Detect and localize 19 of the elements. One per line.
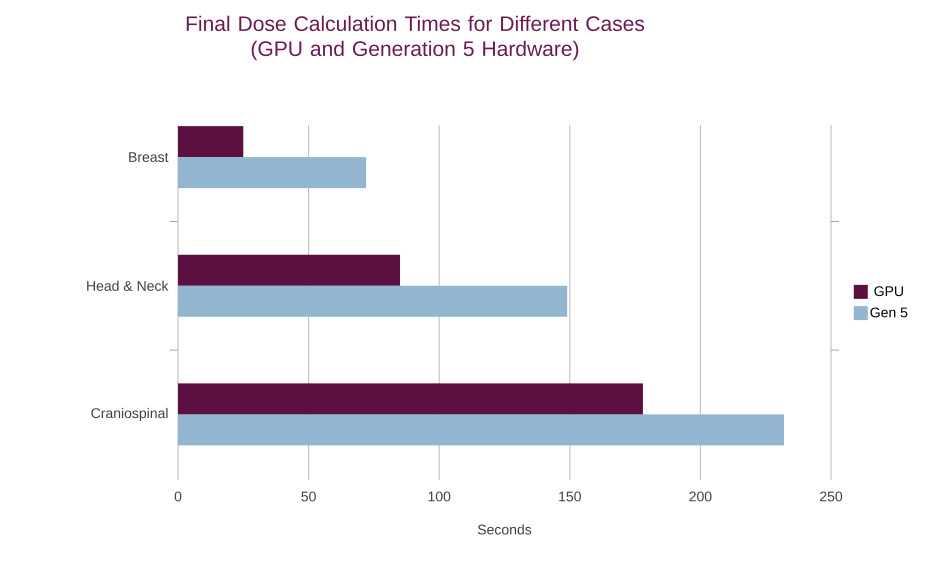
bar [178, 414, 784, 446]
y-tick-label: Head & Neck [87, 280, 168, 291]
bar [178, 254, 400, 286]
bar [178, 383, 643, 414]
y-tick-label: Breast [129, 152, 168, 162]
bar [178, 286, 568, 317]
x-tick-label: 50 [301, 492, 316, 502]
legend-label: GPU [874, 286, 903, 296]
x-tick-label: 0 [174, 492, 182, 502]
x-tick-label: 200 [689, 492, 712, 502]
bar [178, 157, 366, 188]
x-tick-label: 150 [559, 492, 581, 502]
chart-title: Final Dose Calculation Times for Different Cases (GPU and Generation 5 Hardware) [186, 16, 644, 60]
legend-label: Gen 5 [870, 307, 908, 318]
y-tick-label: Craniospinal [91, 408, 168, 421]
x-tick-label: 100 [428, 492, 450, 502]
x-axis-title: Seconds [478, 524, 532, 535]
x-tick-label: 250 [820, 492, 842, 502]
bar [178, 126, 244, 158]
